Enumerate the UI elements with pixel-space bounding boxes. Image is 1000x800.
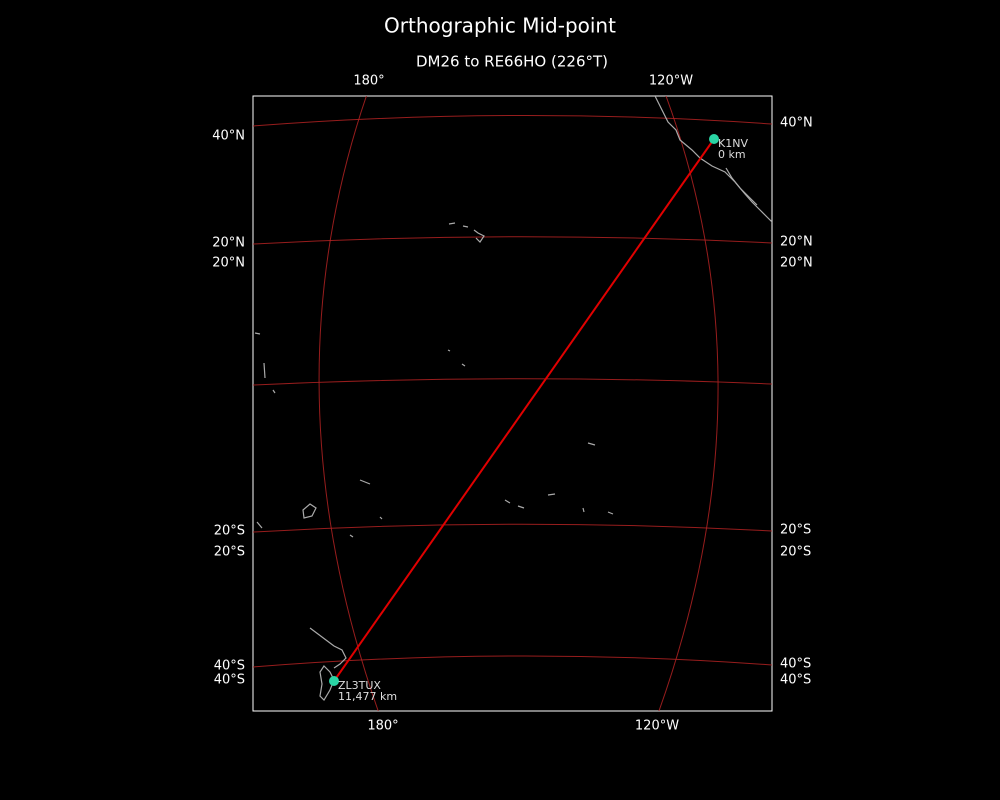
coastline [319, 665, 335, 701]
right-label: 40°S [780, 657, 811, 672]
right-label: 20°S [780, 545, 811, 560]
meridian [318, 96, 379, 711]
station-call: ZL3TUX [338, 679, 381, 692]
parallel [253, 378, 772, 386]
station-marker [709, 134, 719, 144]
subtitle: DM26 to RE66HO (226°T) [416, 53, 608, 71]
bottom-label: 120°W [635, 719, 679, 734]
left-label: 20°S [214, 524, 245, 539]
right-label: 40°N [780, 116, 813, 131]
left-label: 20°N [212, 236, 245, 251]
right-label: 20°N [780, 256, 813, 271]
great-circle-path [333, 138, 715, 682]
bottom-label: 180° [367, 719, 398, 734]
left-label: 40°S [214, 659, 245, 674]
meridian [658, 96, 719, 711]
islands [254, 332, 614, 538]
right-label: 20°N [780, 235, 813, 250]
map-frame [252, 95, 773, 712]
coastline [448, 222, 485, 243]
station-marker [329, 676, 339, 686]
coastlines [254, 96, 772, 701]
title: Orthographic Mid-point [384, 14, 616, 38]
top-label: 180° [353, 74, 384, 89]
left-label: 20°N [212, 256, 245, 271]
left-label: 40°S [214, 673, 245, 688]
station-distance: 0 km [718, 148, 746, 161]
graticule [253, 96, 772, 711]
parallel [253, 236, 772, 245]
parallel [253, 523, 772, 533]
coastline [309, 627, 347, 669]
station-call: K1NV [718, 137, 748, 150]
right-label: 40°S [780, 673, 811, 688]
left-label: 40°N [212, 129, 245, 144]
top-label: 120°W [649, 74, 693, 89]
right-label: 20°S [780, 523, 811, 538]
station-distance: 11,477 km [338, 690, 397, 703]
map-content [253, 96, 772, 711]
parallel [253, 655, 772, 668]
coastline [654, 96, 772, 223]
parallel [253, 114, 772, 127]
left-label: 20°S [214, 545, 245, 560]
coastline [725, 167, 758, 206]
